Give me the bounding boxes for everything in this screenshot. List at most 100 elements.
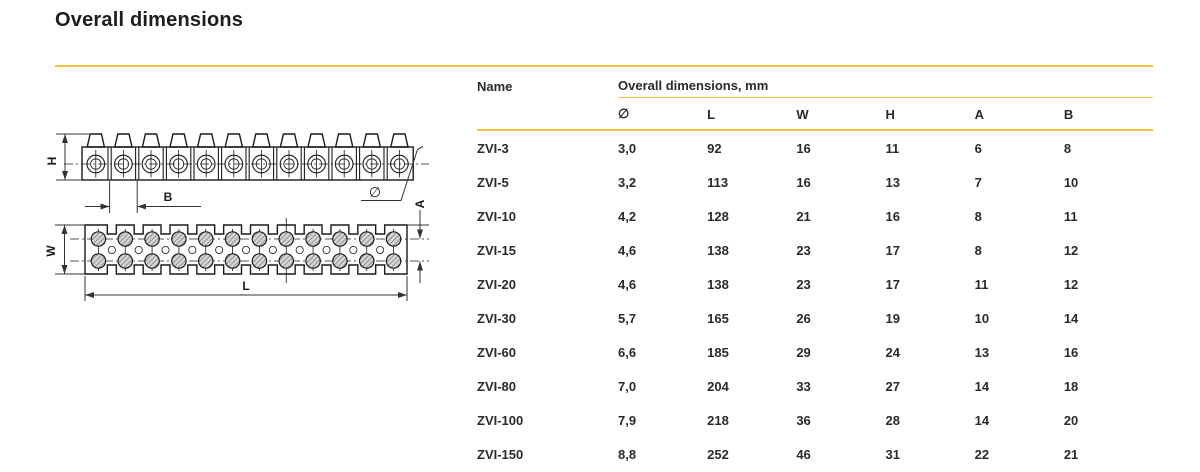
terminal-screw [197,231,214,247]
row-value: 8 [974,208,982,224]
terminal-screw [144,231,160,247]
terminal-screw [278,231,295,247]
row-name: ZVI-15 [477,242,517,258]
wire-entry [141,133,161,148]
table-row: ZVI-80 7,0 204 33 27 14 18 [477,369,1153,403]
row-value: 138 [707,242,729,258]
wire-hole [107,245,116,254]
terminal-screw [305,231,321,247]
wire-entry [169,133,189,148]
column-header-l: L [707,107,716,122]
row-value: 16 [1063,344,1079,360]
row-value: 6 [974,140,982,156]
row-value: 10 [1063,174,1079,190]
wire-entry [86,133,106,148]
row-value: 11 [885,140,900,156]
terminal-screw [358,231,375,247]
row-value: 218 [707,412,729,428]
row-value: 14 [1063,310,1079,326]
wire-entry [279,133,299,148]
terminal-screw [171,231,187,247]
wire-entry [196,133,216,148]
row-value: 10 [974,310,990,326]
table-body: ZVI-3 3,0 92 16 11 6 8 ZVI-5 3,2 113 16 13 7 10 ZVI-10… [477,131,1153,471]
wire-hole [322,245,331,254]
section-rule [55,65,1153,67]
row-name: ZVI-100 [477,412,524,428]
table-row: ZVI-20 4,6 138 23 17 11 12 [477,267,1153,301]
technical-drawing: H B ∅ W L A [44,133,429,301]
column-header-a: A [974,107,985,122]
table-row: ZVI-10 4,2 128 21 16 8 11 [477,199,1153,233]
wire-entry [389,133,409,148]
terminal-screw [332,253,348,269]
wire-entry [251,133,271,148]
column-header-name: Name [477,79,513,94]
terminal-screw [144,253,160,269]
row-value: 128 [707,208,729,224]
table-row: ZVI-100 7,9 218 36 28 14 20 [477,403,1153,437]
row-value: 13 [974,344,990,360]
row-value: 165 [707,310,729,326]
terminal-screw [224,253,241,269]
terminal-screw [224,231,241,247]
dim-label-diameter: ∅ [369,184,381,200]
row-name: ZVI-10 [477,208,517,224]
row-name: ZVI-60 [477,344,517,360]
leader-tick [417,146,424,150]
terminal-screw [385,231,402,247]
column-header-w: W [796,107,809,122]
terminal-screw [90,253,107,269]
row-name: ZVI-30 [477,310,517,326]
plan-view [70,218,429,283]
row-name: ZVI-20 [477,276,517,292]
wire-entry [334,133,354,148]
row-value: 11 [1063,208,1078,224]
row-value: 17 [885,242,900,258]
row-value: 4,6 [618,242,637,258]
terminal-screw [117,231,134,247]
row-value: 27 [885,378,900,394]
table-row: ZVI-5 3,2 113 16 13 7 10 [477,165,1153,199]
table-row: ZVI-3 3,0 92 16 11 6 8 [477,131,1153,165]
row-value: 14 [974,412,990,428]
row-value: 18 [1063,378,1079,394]
row-value: 13 [885,174,900,190]
row-value: 24 [885,344,900,360]
wire-hole [161,245,170,254]
dim-label-b: B [164,190,173,204]
row-value: 21 [1063,446,1079,462]
wire-hole [215,245,224,254]
page-title: Overall dimensions [55,9,244,31]
row-value: 6,6 [618,344,637,360]
group-header: Overall dimensions, mm [618,67,1153,98]
row-value: 204 [707,378,729,394]
wire-hole [134,245,143,254]
row-value: 4,6 [618,276,637,292]
row-value: 23 [796,276,811,292]
terminal-screw [358,253,375,269]
wire-hole [188,245,197,254]
row-value: 28 [885,412,900,428]
row-value: 8,8 [618,446,637,462]
dim-label-h: H [45,157,59,166]
wire-hole [295,245,304,254]
leader-line [400,149,418,201]
wire-hole [349,245,358,254]
row-value: 7,9 [618,412,637,428]
row-value: 29 [796,344,811,360]
row-value: 23 [796,242,811,258]
row-name: ZVI-3 [477,140,509,156]
table-row: ZVI-150 8,8 252 46 31 22 21 [477,437,1153,471]
dim-label-l: L [242,279,249,293]
row-value: 19 [885,310,900,326]
dimensions-table: Name Overall dimensions, mm ∅ L W H A B … [477,67,1153,471]
row-value: 16 [796,174,811,190]
wire-hole [241,245,250,254]
terminal-screw [385,253,402,269]
dim-label-w: W [44,245,58,257]
dim-label-a: A [413,199,427,208]
row-name: ZVI-80 [477,378,517,394]
row-value: 92 [707,140,722,156]
